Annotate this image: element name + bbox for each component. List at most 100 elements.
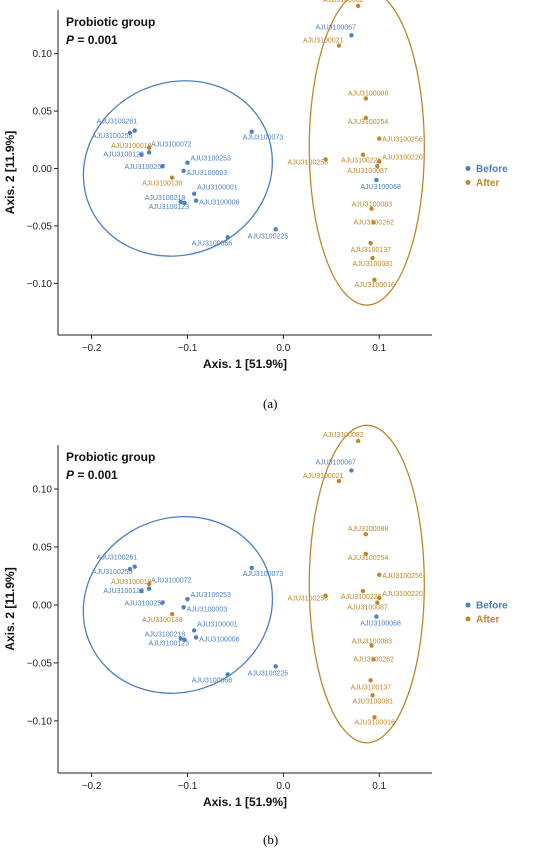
- y-tick-label: 0.00: [33, 164, 53, 175]
- point-label: AJU3100073: [243, 135, 284, 142]
- point-label: AJU3100066: [192, 240, 233, 247]
- confidence-ellipse-before: [82, 515, 274, 694]
- y-tick-label: −0.05: [27, 221, 53, 232]
- panel-a: −0.2 −0.1 0.0 0.1 −0.10 −0.05 0.00 0.05 0.10 Axis…: [3, 0, 508, 371]
- data-point-before: [181, 605, 186, 610]
- x-tick-label: 0.0: [276, 343, 290, 354]
- data-point-after: [370, 255, 375, 261]
- point-label: AJU3100226: [341, 158, 382, 165]
- data-point-after: [377, 159, 382, 164]
- point-label: AJU3100006: [199, 200, 240, 207]
- panel-label-a: (a): [263, 396, 278, 411]
- point-label: AJU3100088: [348, 90, 389, 97]
- point-label: AJU3100261: [97, 555, 138, 562]
- data-point-before: [139, 152, 144, 157]
- data-point-before: [349, 468, 354, 473]
- data-point-after: [369, 206, 374, 211]
- data-point-after: [377, 595, 382, 601]
- confidence-ellipse-after: [308, 424, 425, 744]
- data-point-after: [377, 136, 382, 141]
- data-point-before: [127, 130, 133, 136]
- point-label: AJU3100083: [352, 202, 393, 209]
- point-label: AJU3100256: [382, 573, 423, 580]
- point-label: AJU3100254: [348, 119, 389, 126]
- data-point-before: [185, 596, 190, 602]
- legend-marker-before: [465, 602, 471, 608]
- data-point-before: [182, 637, 187, 642]
- data-point-before: [374, 614, 379, 619]
- point-label: AJU3100122: [103, 588, 144, 595]
- p-value-number: = 0.001: [74, 468, 118, 482]
- point-label: AJU3100254: [348, 555, 389, 562]
- point-label: AJU3100255: [92, 133, 133, 140]
- y-tick-label: 0.10: [33, 49, 53, 60]
- data-point-after: [355, 3, 361, 9]
- data-point-before: [273, 664, 278, 669]
- point-label: AJU3100258: [288, 596, 329, 603]
- point-label: AJU3100258: [288, 159, 329, 166]
- y-axis-title: Axis. 2 [11.9%]: [3, 131, 17, 214]
- data-point-before: [139, 588, 144, 594]
- data-point-after: [368, 240, 373, 246]
- point-label: AJU3100072: [151, 141, 192, 148]
- y-axis-title: Axis. 2 [11.9%]: [3, 567, 17, 650]
- legend-label-after: After: [476, 178, 499, 189]
- point-label: AJU3100225: [248, 233, 289, 240]
- point-label: AJU3100262: [354, 219, 395, 226]
- point-label: AJU3100072: [151, 578, 192, 585]
- data-point-before: [160, 163, 165, 169]
- y-tick-label: −0.10: [27, 279, 53, 290]
- data-point-before: [127, 566, 133, 572]
- point-label: AJU3100073: [243, 571, 284, 578]
- point-label: AJU3100003: [187, 606, 228, 613]
- data-point-after: [375, 163, 380, 169]
- data-point-after: [363, 96, 369, 101]
- point-label: AJU3100001: [197, 621, 238, 628]
- y-tick-label: 0.05: [33, 107, 53, 118]
- point-label: AJU3100262: [354, 656, 395, 663]
- data-point-before: [349, 33, 354, 38]
- data-point-after: [375, 600, 380, 605]
- panel-label-b: (b): [263, 832, 279, 847]
- data-point-before: [249, 565, 254, 571]
- point-label: AJU3100122: [103, 152, 144, 159]
- data-point-after: [372, 277, 377, 283]
- legend-label-before: Before: [476, 164, 508, 175]
- data-point-after: [363, 115, 369, 121]
- point-label: AJU3100021: [303, 473, 344, 480]
- data-point-after: [371, 657, 376, 662]
- point-label: AJU3100083: [352, 639, 393, 646]
- point-label: AJU3100253: [190, 592, 231, 599]
- legend-label-before: Before: [476, 601, 508, 612]
- data-point-after: [355, 438, 361, 444]
- point-label: AJU3100021: [303, 38, 344, 45]
- p-value-symbol: P: [66, 33, 75, 47]
- data-point-before: [185, 160, 190, 165]
- point-label: AJU3100225: [248, 670, 289, 677]
- point-label: AJU3100081: [353, 698, 394, 705]
- y-tick-label: −0.05: [27, 658, 53, 669]
- data-point-after: [372, 715, 377, 720]
- point-label: AJU3100138: [142, 617, 183, 624]
- data-point-before: [146, 586, 152, 591]
- data-point-before: [249, 129, 254, 134]
- y-tick-label: 0.00: [33, 600, 53, 611]
- x-tick-label: −0.1: [178, 781, 198, 792]
- p-value-number: = 0.001: [74, 33, 118, 47]
- data-point-before: [182, 200, 187, 206]
- point-label: AJU3100016: [354, 719, 395, 726]
- point-label: AJU3100016: [354, 282, 395, 289]
- data-point-after: [360, 152, 366, 157]
- point-label: AJU3100018: [111, 579, 152, 586]
- point-label: AJU3100087: [347, 168, 388, 175]
- legend-marker-before: [465, 166, 471, 171]
- point-label: AJU3100257: [125, 601, 166, 608]
- point-label: AJU3100220: [382, 591, 423, 598]
- legend-marker-after: [465, 616, 471, 622]
- legend-marker-after: [465, 180, 471, 185]
- data-point-after: [336, 43, 342, 48]
- x-axis-title: Axis. 1 [51.9%]: [203, 357, 287, 371]
- x-tick-label: −0.1: [178, 343, 198, 354]
- point-label: AJU3100123: [149, 641, 190, 648]
